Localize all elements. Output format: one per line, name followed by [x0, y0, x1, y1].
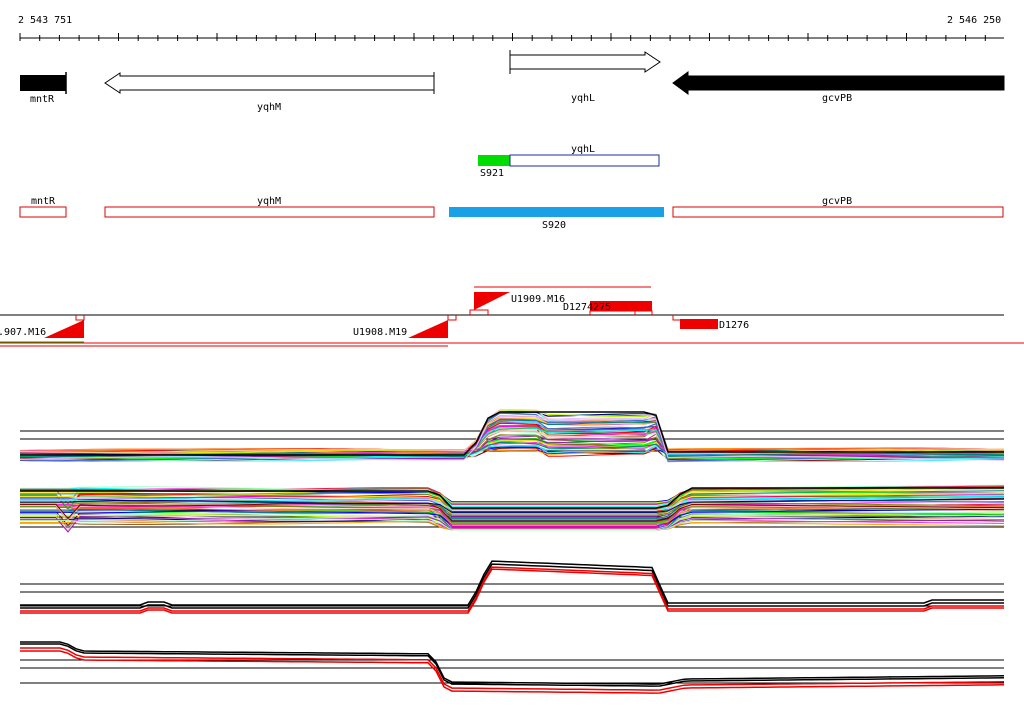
- expression-series-line: [20, 560, 1004, 606]
- gene-yqhL-label: yqhL: [571, 93, 595, 104]
- gene-yqhM[interactable]: yqhM: [104, 72, 435, 113]
- feature-track: .907.M16 U1908.M19 U1909.M16 D1274275 D1…: [0, 286, 1024, 347]
- gene-mntR[interactable]: mntR: [20, 72, 67, 105]
- panel3-series: [20, 560, 1004, 614]
- ruler-ticks: [19, 33, 986, 41]
- expression-series-line: [20, 500, 1005, 516]
- panel2-series: [20, 484, 1005, 533]
- expression-series-line: [20, 411, 1004, 456]
- gene-gcvPB-arrow: [672, 71, 1005, 95]
- gene-yqhM-label: yqhM: [257, 102, 281, 113]
- segment-S921-label: S921: [480, 168, 504, 179]
- orf-yqhL-label: yqhL: [571, 144, 595, 155]
- expression-series-line: [19, 409, 1005, 454]
- expression-series-line: [20, 487, 1004, 509]
- orf-gcvPB-label: gcvPB: [822, 196, 852, 207]
- expression-series-line: [20, 493, 1005, 512]
- expression-panel-4: [20, 641, 1005, 694]
- gene-yqhL[interactable]: yqhL: [509, 50, 661, 104]
- panel4-series: [20, 641, 1005, 694]
- expression-series-line: [20, 509, 1005, 525]
- promoter-U1909-label: U1909.M16: [511, 294, 565, 305]
- expression-series-line: [20, 641, 1005, 685]
- gene-mntR-label: mntR: [30, 94, 55, 105]
- terminator-D1275-tick: [589, 310, 653, 315]
- expression-series-line: [20, 498, 1005, 513]
- expression-series-line: [19, 415, 1005, 461]
- ruler-start-label: 2 543 751: [18, 15, 72, 26]
- expression-series-line: [20, 650, 1005, 694]
- expression-series-line: [20, 563, 1004, 609]
- orf-mntR-label: mntR: [31, 196, 56, 207]
- expression-series-line: [20, 497, 1005, 511]
- terminator-D1274-D1275[interactable]: D1274275: [563, 301, 653, 315]
- promoter-U1907-tick: [75, 315, 85, 321]
- expression-series-line: [20, 505, 1005, 525]
- segment-track: mntR yqhM S920 gcvPB: [19, 196, 1004, 231]
- segment-S920-box[interactable]: [449, 207, 664, 217]
- coordinate-ruler: 2 543 751 2 546 250: [18, 15, 1004, 41]
- orf-yqhL-box[interactable]: [509, 154, 660, 167]
- gene-gcvPB-label: gcvPB: [822, 93, 852, 104]
- promoter-U1907-wedge: [44, 320, 84, 338]
- promoter-U1907[interactable]: .907.M16: [0, 315, 85, 338]
- terminator-D1276-box: [680, 319, 718, 329]
- gene-gcvPB[interactable]: gcvPB: [672, 71, 1005, 104]
- panel1-series: [19, 409, 1005, 463]
- expression-series-line: [20, 566, 1004, 612]
- expression-series-line: [20, 516, 1005, 531]
- expression-panel-3: [20, 560, 1004, 614]
- promoter-U1908[interactable]: U1908.M19: [353, 315, 457, 338]
- segment-S920-label: S920: [542, 220, 566, 231]
- promoter-U1908-wedge: [408, 320, 448, 338]
- upper-annotation-track: yqhL S921: [478, 144, 660, 179]
- orf-yqhM-label: yqhM: [257, 196, 281, 207]
- expression-panel-1: [19, 409, 1005, 463]
- terminator-D1276[interactable]: D1276: [672, 315, 749, 331]
- segment-S921-box[interactable]: [478, 155, 510, 166]
- promoter-U1909[interactable]: U1909.M16: [469, 286, 651, 315]
- gene-mntR-shape: [20, 75, 66, 91]
- expression-series-line: [20, 643, 1005, 687]
- terminator-D1274-label: D1274275: [563, 302, 611, 313]
- gene-yqhL-arrow: [509, 51, 661, 73]
- terminator-D1276-tick: [672, 315, 680, 321]
- terminator-D1275-box: [590, 301, 652, 311]
- promoter-U1908-tick: [447, 315, 457, 321]
- orf-mntR-box[interactable]: [19, 206, 67, 218]
- expression-series-line: [19, 409, 1005, 455]
- expression-series-line: [20, 502, 1005, 522]
- ruler-end-label: 2 546 250: [947, 15, 1001, 26]
- terminator-D1276-label: D1276: [719, 320, 749, 331]
- orf-gcvPB-box[interactable]: [672, 206, 1004, 218]
- promoter-U1909-wedge: [474, 292, 510, 310]
- expression-panel-2: [20, 484, 1005, 533]
- gene-yqhM-arrow: [104, 72, 435, 94]
- promoter-U1909-tick: [469, 309, 489, 315]
- expression-series-line: [20, 568, 1004, 614]
- orf-yqhM-box[interactable]: [104, 206, 435, 218]
- gene-track: mntR yqhM yqhL gcvPB: [20, 50, 1005, 113]
- promoter-U1907-label: .907.M16: [0, 327, 46, 338]
- expression-series-line: [20, 647, 1005, 691]
- promoter-U1908-label: U1908.M19: [353, 327, 407, 338]
